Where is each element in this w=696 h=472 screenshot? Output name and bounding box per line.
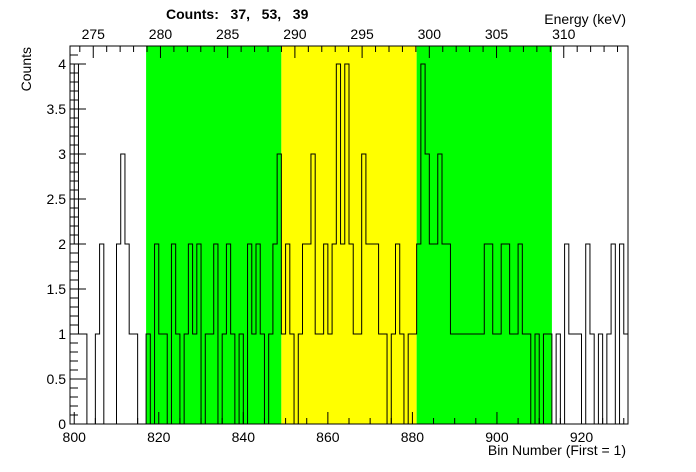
- counts-title: Counts: 37, 53, 39: [166, 6, 309, 22]
- x-axis-title: Bin Number (First = 1): [488, 442, 626, 458]
- x-tick-label: 840: [232, 429, 256, 445]
- energy-tick-label: 300: [418, 26, 442, 42]
- energy-tick-label: 295: [350, 26, 374, 42]
- region-1: [146, 46, 282, 424]
- y-tick-label: 0: [58, 416, 66, 432]
- histogram-line: [69, 63, 628, 425]
- x-tick-label: 920: [570, 429, 594, 445]
- y-axis-title: Counts: [18, 47, 34, 91]
- y-tick-label: 0.5: [47, 371, 67, 387]
- y-tick-label: 3: [58, 146, 66, 162]
- y-tick-label: 1.5: [47, 281, 67, 297]
- energy-tick-label: 280: [149, 26, 173, 42]
- y-tick-label: 2.5: [47, 191, 67, 207]
- x-tick-label: 800: [63, 429, 87, 445]
- energy-tick-label: 290: [283, 26, 307, 42]
- region-3: [416, 46, 552, 424]
- y-tick-label: 2: [58, 236, 66, 252]
- energy-tick-label: 310: [552, 26, 576, 42]
- y-tick-label: 1: [58, 326, 66, 342]
- x-tick-label: 900: [485, 429, 509, 445]
- x-tick-label: 860: [316, 429, 340, 445]
- energy-tick-label: 305: [485, 26, 509, 42]
- energy-tick-label: 275: [82, 26, 106, 42]
- x-tick-label: 880: [401, 429, 425, 445]
- y-tick-label: 3.5: [47, 101, 67, 117]
- y-tick-label: 4: [58, 56, 66, 72]
- energy-axis-title: Energy (keV): [544, 11, 626, 27]
- axis-ticks: [70, 45, 625, 425]
- tick-labels: 800 820 840 860 880 900 920 0 0.5 1 1.5 2 2.5 3 3.5 4 27…: [47, 26, 594, 445]
- x-tick-label: 820: [147, 429, 171, 445]
- energy-tick-label: 285: [216, 26, 240, 42]
